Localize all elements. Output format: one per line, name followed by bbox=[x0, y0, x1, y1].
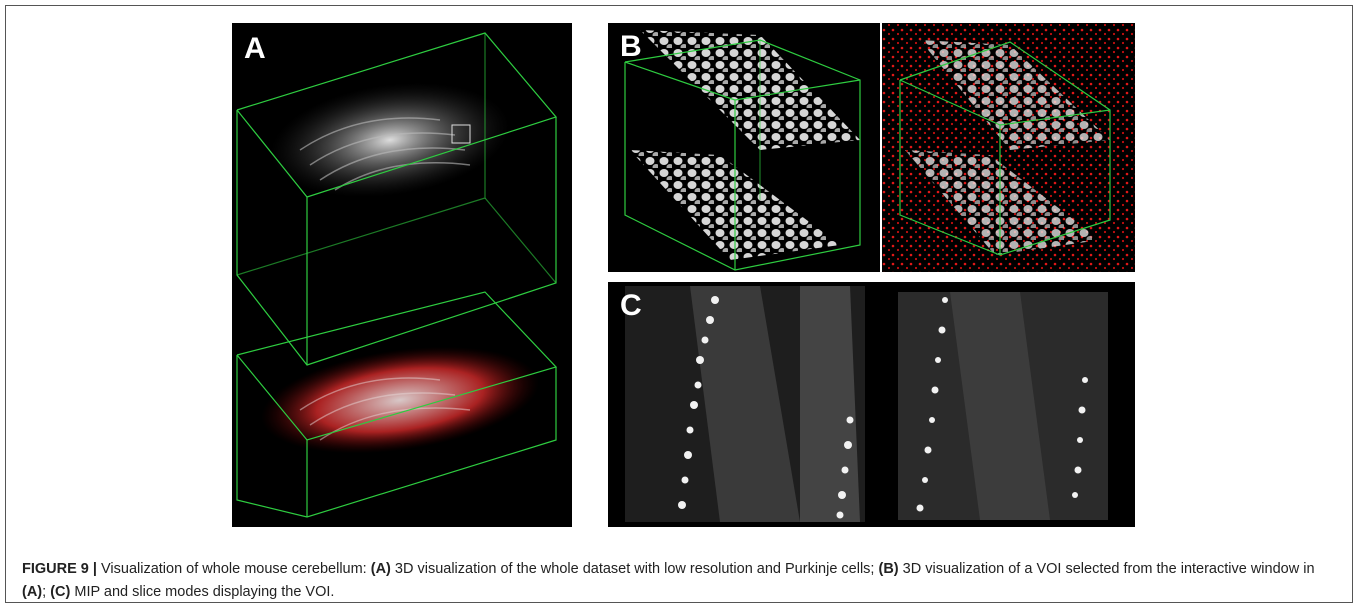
figure: A B C bbox=[0, 0, 1360, 550]
caption-text: 3D visualization of the whole dataset wi… bbox=[391, 561, 879, 577]
figure-caption: FIGURE 9 | Visualization of whole mouse … bbox=[22, 558, 1322, 604]
caption-text: ; bbox=[42, 584, 50, 600]
caption-text: Visualization of whole mouse cerebellum: bbox=[97, 561, 371, 577]
panel-label: A bbox=[244, 32, 266, 65]
caption-text: MIP and slice modes displaying the VOI. bbox=[70, 584, 334, 600]
panel-label: B bbox=[620, 30, 642, 63]
panel-b: B bbox=[608, 23, 1135, 272]
caption-bold: (A) bbox=[22, 584, 42, 600]
page: A B C FIGURE 9 bbox=[0, 0, 1360, 610]
caption-bold: (A) bbox=[371, 561, 391, 577]
panel-label: C bbox=[620, 289, 642, 322]
panel-c: C bbox=[608, 282, 1135, 527]
panel-a: A bbox=[232, 23, 572, 527]
caption-bold: (C) bbox=[50, 584, 70, 600]
caption-bold: FIGURE 9 | bbox=[22, 561, 97, 577]
caption-bold: (B) bbox=[879, 561, 899, 577]
caption-text: 3D visualization of a VOI selected from … bbox=[899, 561, 1319, 577]
